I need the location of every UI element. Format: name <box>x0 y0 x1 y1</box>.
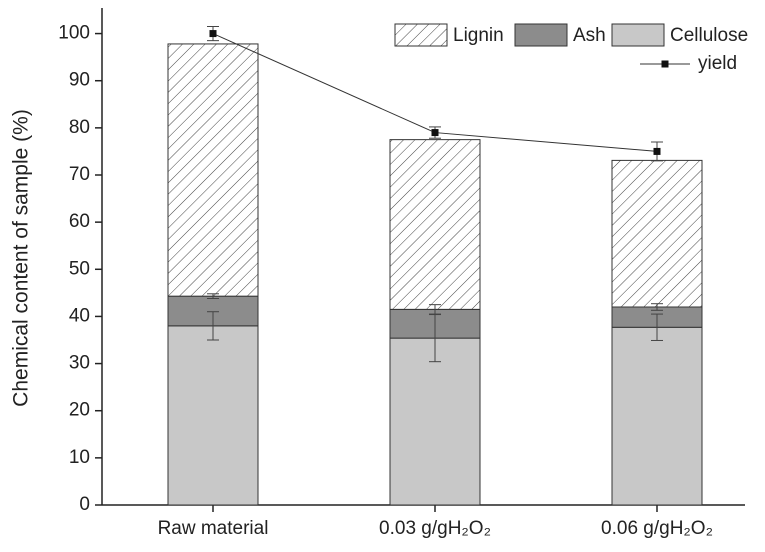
yield-marker <box>653 147 661 155</box>
yield-marker <box>209 30 217 38</box>
legend-label: Ash <box>573 25 606 46</box>
y-tick-label: 10 <box>69 447 90 468</box>
y-tick-label: 70 <box>69 164 90 185</box>
error-bar <box>651 313 663 341</box>
x-tick-label: Raw material <box>158 518 269 539</box>
legend-swatch <box>514 23 568 47</box>
legend-swatch <box>394 23 448 47</box>
bar-segment <box>611 159 703 308</box>
error-bar <box>429 304 441 315</box>
yield-marker <box>431 129 439 137</box>
y-tick-label: 80 <box>69 117 90 138</box>
legend-label: Cellulose <box>670 25 748 46</box>
y-tick-label: 30 <box>69 353 90 374</box>
error-bar <box>207 311 219 341</box>
y-axis-label: Chemical content of sample (%) <box>10 109 33 407</box>
error-bar <box>207 293 219 300</box>
bar-segment <box>389 337 481 506</box>
y-tick-label: 100 <box>58 23 90 44</box>
x-tick-label: 0.06 g/gH₂O₂ <box>601 518 713 539</box>
bar-segment <box>389 139 481 310</box>
y-tick-label: 50 <box>69 258 90 279</box>
y-tick-label: 0 <box>79 494 90 515</box>
bar-segment <box>167 325 259 506</box>
error-bar <box>651 303 663 311</box>
y-tick-label: 90 <box>69 70 90 91</box>
y-tick-label: 20 <box>69 400 90 421</box>
y-tick-label: 40 <box>69 305 90 326</box>
legend-label: yield <box>698 53 737 74</box>
y-tick-label: 60 <box>69 211 90 232</box>
legend-marker <box>661 60 669 68</box>
bar-segment <box>611 326 703 506</box>
legend-swatch <box>611 23 665 47</box>
legend-label: Lignin <box>453 25 504 46</box>
x-tick-label: 0.03 g/gH₂O₂ <box>379 518 491 539</box>
bar-segment <box>167 43 259 297</box>
